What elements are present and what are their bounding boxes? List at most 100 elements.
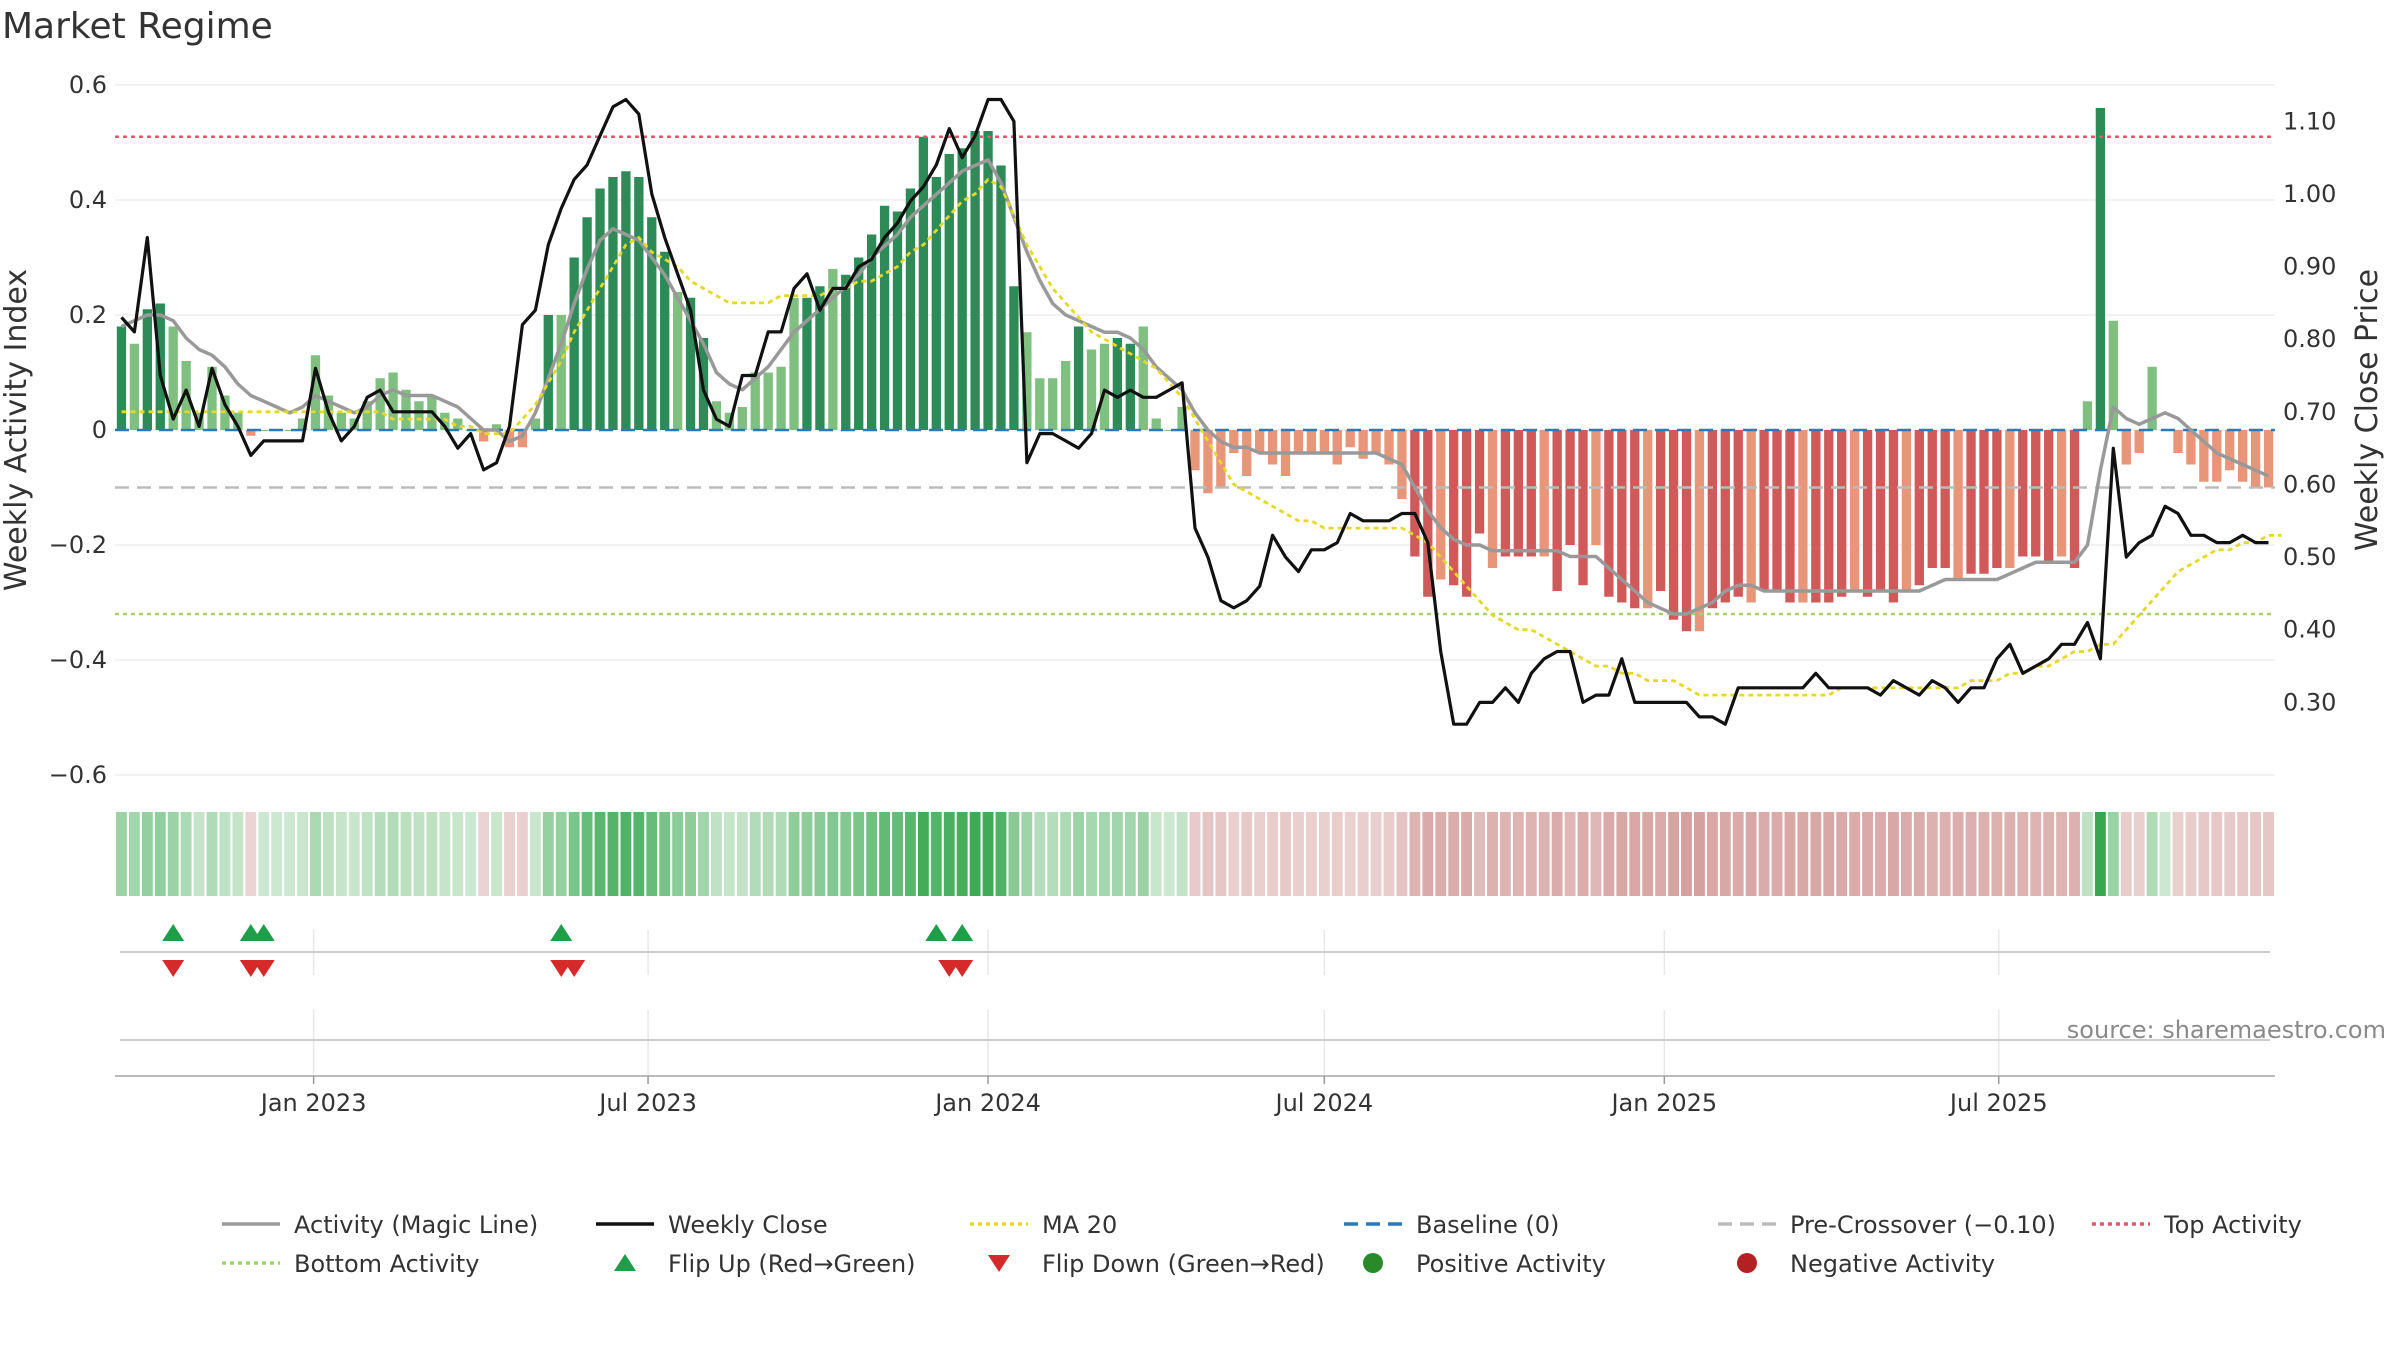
activity-bar [802, 297, 812, 430]
regime-strip-cell [1487, 812, 1498, 896]
activity-bar [181, 361, 191, 430]
activity-bar [2199, 430, 2209, 482]
regime-strip-cell [917, 812, 929, 896]
y-right-tick-label: 0.30 [2283, 688, 2336, 716]
regime-strip-cell [491, 812, 502, 896]
activity-bar [1061, 361, 1071, 430]
regime-strip-cell [1448, 812, 1460, 896]
activity-bar [750, 372, 760, 430]
activity-bar [375, 378, 385, 430]
regime-strip-cell [633, 812, 645, 896]
flip-up-marker [252, 924, 275, 941]
activity-bar [737, 407, 747, 430]
activity-bar [1914, 430, 1924, 586]
regime-strip-cell [1590, 812, 1602, 896]
regime-strip-cell [1525, 812, 1537, 896]
regime-strip-cell [1836, 812, 1848, 896]
flip-up-marker [550, 924, 573, 941]
regime-strip-cell [1215, 812, 1227, 896]
activity-bar [478, 430, 489, 442]
activity-bar [892, 211, 903, 430]
regime-strip-cell [387, 812, 399, 896]
activity-bar [1371, 430, 1381, 453]
activity-bar [2108, 320, 2118, 430]
activity-bar [1487, 430, 1498, 568]
regime-strip-cell [1797, 812, 1809, 896]
regime-strip-cell [1163, 812, 1175, 896]
activity-bar [1151, 418, 1161, 430]
regime-strip-cell [1603, 812, 1615, 896]
regime-strip-cell [1681, 812, 1692, 896]
regime-strip-cell [232, 812, 244, 896]
activity-bar [1009, 286, 1019, 430]
regime-strip-cell [116, 812, 127, 896]
regime-strip-cell [607, 812, 619, 896]
y-right-tick-label: 1.10 [2283, 107, 2336, 135]
flip-up-marker [925, 924, 948, 941]
regime-strip-cell [2082, 812, 2093, 896]
activity-bar [1319, 430, 1329, 453]
regime-strip-cell [1370, 812, 1382, 896]
activity-bar [582, 217, 592, 430]
activity-bar [957, 148, 967, 430]
activity-bar [2134, 430, 2144, 453]
regime-strip-cell [465, 812, 477, 896]
activity-bar [660, 251, 670, 430]
activity-bar [246, 430, 256, 436]
regime-strip-cell [1875, 812, 1886, 896]
activity-bar [2147, 366, 2157, 430]
legend-label: Negative Activity [1790, 1250, 1995, 1278]
regime-strip-cell [594, 812, 606, 896]
regime-strip-cell [2004, 812, 2016, 896]
regime-strip-cell [1771, 812, 1783, 896]
activity-bar [918, 136, 929, 430]
legend-swatch [1363, 1253, 1383, 1273]
regime-strip-cell [775, 812, 787, 896]
activity-bar [1099, 343, 1110, 430]
activity-bar [1474, 430, 1485, 534]
regime-strip-cell [1073, 812, 1085, 896]
y-left-tick-label: 0.6 [69, 71, 107, 99]
activity-bar [1733, 430, 1743, 597]
activity-bar [1177, 407, 1187, 430]
legend-label: MA 20 [1042, 1211, 1117, 1239]
regime-strip-cell [348, 812, 360, 896]
activity-bar [1461, 430, 1472, 597]
regime-strip-cell [1900, 812, 1912, 896]
activity-bar [996, 165, 1006, 430]
regime-strip-cell [1254, 812, 1266, 896]
regime-strip-cell [1616, 812, 1628, 896]
regime-strip-cell [1396, 812, 1408, 896]
regime-strip-cell [801, 812, 813, 896]
regime-strip-cell [452, 812, 464, 896]
activity-bar [1293, 430, 1304, 453]
activity-bar [1203, 430, 1213, 494]
regime-strip-cell [542, 812, 554, 896]
regime-strip-cell [995, 812, 1007, 896]
legend-swatch [1737, 1253, 1757, 1273]
activity-bar [1630, 430, 1640, 609]
regime-strip-cell [930, 812, 942, 896]
regime-strip-cell [180, 812, 192, 896]
flip-down-marker [951, 960, 974, 977]
regime-strip-cell [620, 812, 632, 896]
activity-bar [841, 274, 851, 430]
legend-label: Top Activity [2163, 1211, 2302, 1239]
activity-bar [168, 326, 178, 430]
regime-strip-cell [322, 812, 334, 896]
activity-bar [310, 355, 321, 430]
regime-strip-cell [581, 812, 593, 896]
y-right-tick-label: 0.40 [2283, 616, 2336, 644]
activity-bar [2082, 401, 2093, 430]
legend-label: Positive Activity [1416, 1250, 1606, 1278]
activity-bar [2031, 430, 2041, 557]
activity-bar [1837, 430, 1847, 597]
regime-strip-cell [1758, 812, 1770, 896]
regime-strip-cell [1991, 812, 2003, 896]
regime-strip-cell [1655, 812, 1667, 896]
regime-strip-cell [1228, 812, 1240, 896]
regime-strip-cell [2017, 812, 2029, 896]
activity-bar [1643, 430, 1653, 609]
activity-bar [1681, 430, 1692, 632]
regime-strip-cell [1732, 812, 1744, 896]
